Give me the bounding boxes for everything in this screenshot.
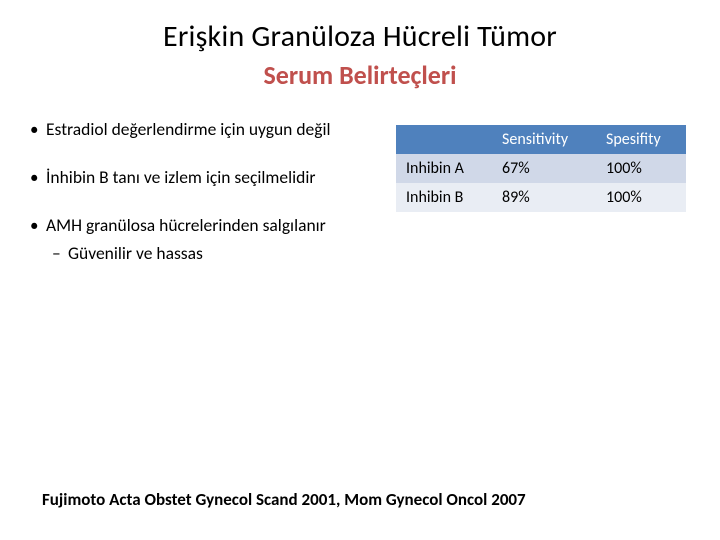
- table-header-row: Sensitivity Spesifity: [396, 125, 686, 154]
- table-header-cell: Spesifity: [596, 125, 686, 154]
- list-item: AMH granülosa hücrelerinden salgılanır G…: [28, 215, 390, 265]
- sub-list-item: Güvenilir ve hassas: [46, 243, 390, 265]
- list-item: İnhibin B tanı ve izlem için seçilmelidi…: [28, 167, 390, 189]
- reference-text: Fujimoto Acta Obstet Gynecol Scand 2001,…: [42, 489, 526, 510]
- bullet-list: Estradiol değerlendirme için uygun değil…: [20, 119, 390, 291]
- table-header-cell: Sensitivity: [492, 125, 596, 154]
- table-cell: Inhibin B: [396, 183, 492, 212]
- table-header-cell: [396, 125, 492, 154]
- table-row: Inhibin A 67% 100%: [396, 154, 686, 183]
- bullet-text: İnhibin B tanı ve izlem için seçilmelidi…: [46, 166, 315, 188]
- table-container: Sensitivity Spesifity Inhibin A 67% 100%…: [390, 119, 700, 291]
- slide-subtitle: Serum Belirteçleri: [20, 59, 700, 91]
- sub-bullet-text: Güvenilir ve hassas: [68, 242, 203, 264]
- list-item: Estradiol değerlendirme için uygun değil: [28, 119, 390, 141]
- table-cell: 67%: [492, 154, 596, 183]
- slide: Erişkin Granüloza Hücreli Tümor Serum Be…: [0, 0, 720, 540]
- table-cell: 100%: [596, 183, 686, 212]
- bullet-text: AMH granülosa hücrelerinden salgılanır: [46, 214, 326, 236]
- table-row: Inhibin B 89% 100%: [396, 183, 686, 212]
- table-cell: Inhibin A: [396, 154, 492, 183]
- slide-title: Erişkin Granüloza Hücreli Tümor: [20, 18, 700, 55]
- sensitivity-table: Sensitivity Spesifity Inhibin A 67% 100%…: [396, 125, 686, 212]
- table-cell: 100%: [596, 154, 686, 183]
- table-cell: 89%: [492, 183, 596, 212]
- bullet-text: Estradiol değerlendirme için uygun değil: [46, 118, 331, 140]
- content-row: Estradiol değerlendirme için uygun değil…: [20, 119, 700, 291]
